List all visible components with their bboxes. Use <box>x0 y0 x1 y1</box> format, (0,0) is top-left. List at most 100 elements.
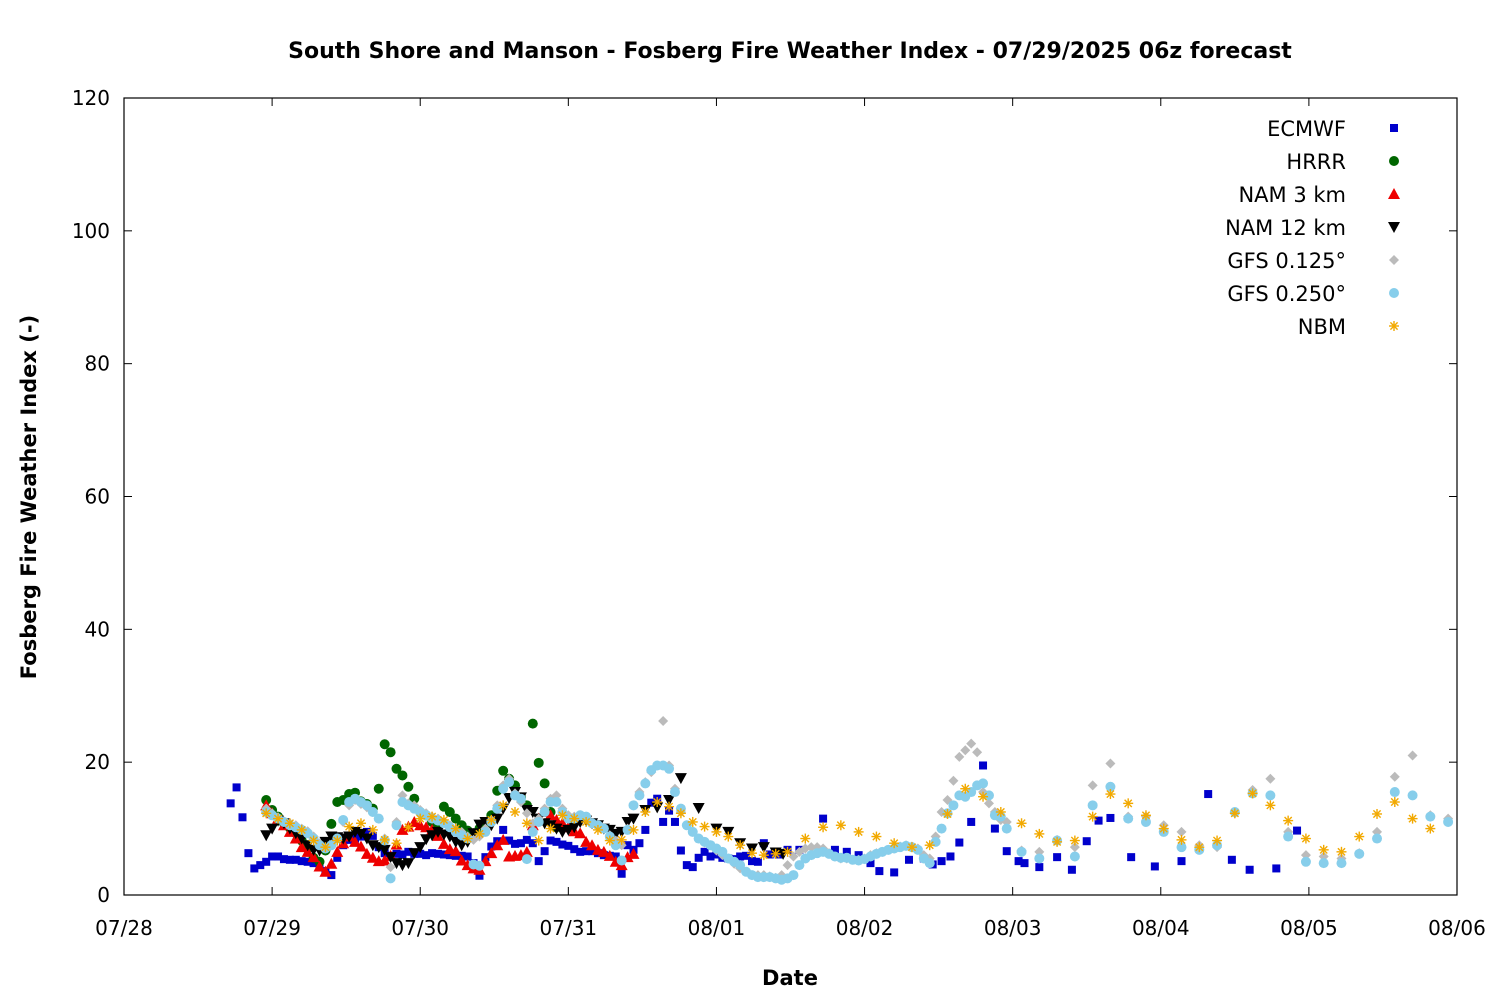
data-point <box>576 847 585 856</box>
data-point <box>362 827 371 836</box>
data-point <box>444 806 455 817</box>
data-point <box>574 827 587 839</box>
data-point <box>297 857 306 866</box>
data-point <box>379 739 390 750</box>
data-point <box>788 851 799 862</box>
data-point <box>1212 835 1223 846</box>
data-point <box>355 818 366 829</box>
data-point <box>664 801 675 812</box>
data-point <box>711 826 722 837</box>
data-point <box>641 825 650 834</box>
data-point <box>397 770 408 781</box>
data-point <box>1105 789 1116 800</box>
data-point <box>486 814 497 825</box>
data-point <box>1177 857 1186 866</box>
data-point <box>663 795 676 807</box>
data-point <box>1389 787 1400 798</box>
data-point <box>367 824 378 835</box>
data-point <box>978 778 989 789</box>
data-point <box>1204 790 1213 799</box>
data-point <box>647 798 656 807</box>
data-point <box>515 793 526 804</box>
data-point <box>285 855 294 864</box>
data-point <box>449 836 462 848</box>
data-point <box>499 825 508 834</box>
data-point <box>360 833 373 845</box>
data-point <box>1407 750 1418 761</box>
data-point <box>498 800 509 811</box>
data-point <box>331 845 344 857</box>
data-point <box>449 845 462 857</box>
data-point <box>875 867 884 876</box>
data-point <box>1265 790 1276 801</box>
legend-marker <box>1389 288 1399 298</box>
data-point <box>373 813 384 824</box>
data-point <box>474 860 485 871</box>
x-tick-label: 08/04 <box>1132 916 1190 940</box>
data-point <box>688 863 697 872</box>
data-point <box>616 834 627 845</box>
data-point <box>301 845 314 857</box>
data-point <box>260 830 273 842</box>
x-tick-label: 08/01 <box>688 916 746 940</box>
data-point <box>687 826 698 837</box>
data-point <box>1123 813 1134 824</box>
data-point <box>504 777 515 788</box>
data-point <box>485 847 498 859</box>
data-point <box>463 852 472 861</box>
data-point <box>627 813 640 825</box>
data-point <box>706 852 715 861</box>
data-point <box>835 820 846 831</box>
data-point <box>438 814 449 825</box>
data-point <box>360 847 373 859</box>
data-point <box>979 761 988 770</box>
data-point <box>866 859 875 868</box>
data-point <box>332 835 343 846</box>
data-point <box>1094 816 1103 825</box>
data-point <box>319 865 332 877</box>
data-point <box>1069 842 1080 853</box>
data-point <box>930 836 941 847</box>
data-point <box>1354 848 1365 859</box>
data-point <box>422 851 431 860</box>
data-point <box>694 853 703 862</box>
data-point <box>580 835 593 847</box>
data-point <box>627 847 640 859</box>
data-point <box>262 857 271 866</box>
data-point <box>1140 810 1151 821</box>
data-point <box>946 852 955 861</box>
data-point <box>1001 823 1012 834</box>
data-point <box>1283 815 1294 826</box>
data-point <box>588 847 597 856</box>
data-point <box>273 813 284 824</box>
data-point <box>551 797 562 808</box>
data-point <box>664 763 675 774</box>
data-point <box>558 840 567 849</box>
y-tick-label: 120 <box>72 86 110 110</box>
data-point <box>313 860 326 872</box>
data-point <box>628 824 639 835</box>
data-point <box>581 816 592 827</box>
data-point <box>367 806 378 817</box>
data-point <box>990 824 999 833</box>
data-point <box>497 833 510 845</box>
data-point <box>238 813 247 822</box>
data-point <box>640 778 651 789</box>
x-tick-label: 07/30 <box>391 916 449 940</box>
data-point <box>487 842 496 851</box>
data-point <box>983 790 994 801</box>
data-point <box>307 851 320 863</box>
data-point <box>794 860 805 871</box>
data-point <box>303 857 312 866</box>
data-point <box>450 823 461 834</box>
data-point <box>652 797 663 808</box>
data-point <box>398 850 407 859</box>
data-point <box>333 853 342 862</box>
data-point <box>396 823 409 835</box>
data-point <box>1087 800 1098 811</box>
data-point <box>1389 771 1400 782</box>
data-point <box>942 808 953 819</box>
data-point <box>1318 844 1329 855</box>
